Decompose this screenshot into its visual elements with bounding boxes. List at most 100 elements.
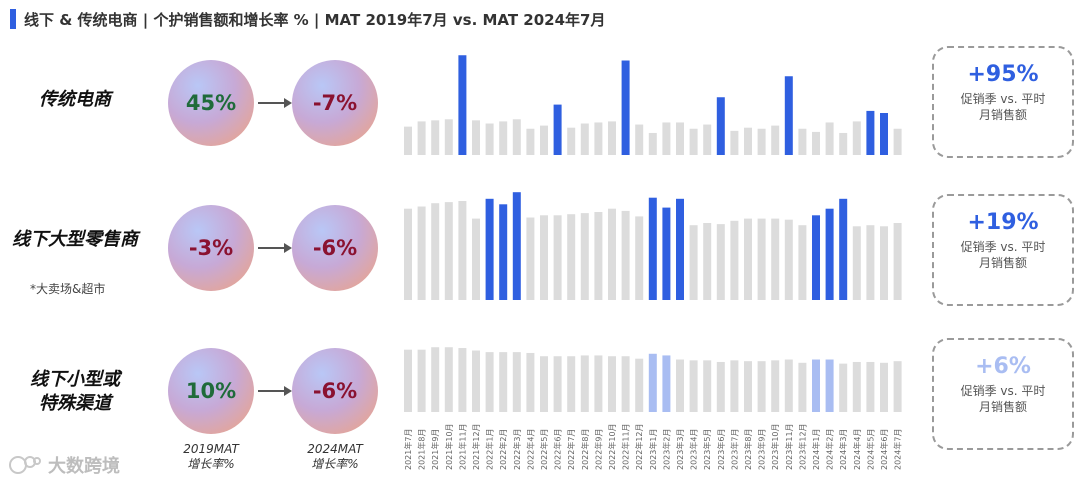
bar-series2-31 xyxy=(812,215,820,300)
bar-series1-27 xyxy=(757,128,766,155)
bar-series2-20 xyxy=(662,207,671,300)
growth-2024-bubble-traditional-ecommerce: -7% xyxy=(292,60,378,146)
bar-series2-24 xyxy=(716,224,725,300)
bar-series1-24 xyxy=(716,97,725,155)
x-tick-label: 2021年7月 xyxy=(403,429,413,470)
bar-series1-10 xyxy=(526,128,535,155)
x-tick-label: 2023年7月 xyxy=(729,429,739,470)
x-tick-label: 2022年1月 xyxy=(485,429,495,470)
bar-series3-34 xyxy=(852,361,861,412)
bar-series3-20 xyxy=(662,355,671,412)
x-tick-label: 2021年9月 xyxy=(430,429,440,470)
bar-series2-12 xyxy=(553,215,562,300)
bar-series1-15 xyxy=(594,122,603,155)
row-label-large-offline-retailer: 线下大型零售商 xyxy=(12,229,138,250)
callout-small-offline-channel: +6% 促销季 vs. 平时 月销售额 xyxy=(932,338,1074,450)
bar-series3-25 xyxy=(730,360,739,412)
bar-series3-18 xyxy=(635,358,644,412)
bar-series2-36 xyxy=(880,226,888,300)
bar-series2-4 xyxy=(444,202,453,300)
bar-series3-30 xyxy=(798,362,807,412)
bar-series3-26 xyxy=(744,361,752,412)
bar-series1-5 xyxy=(458,55,467,155)
x-tick-label: 2023年10月 xyxy=(770,423,780,470)
watermark-logo: 大数跨境 xyxy=(8,452,120,478)
bar-series2-18 xyxy=(635,216,644,300)
bar-series3-9 xyxy=(512,352,521,412)
x-tick-label: 2021年12月 xyxy=(471,423,481,470)
callout-desc: 促销季 vs. 平时 月销售额 xyxy=(960,92,1046,122)
page-title: 线下 & 传统电商 | 个护销售额和增长率 % | MAT 2019年7月 vs… xyxy=(24,10,606,29)
callout-large-offline-retailer: +19% 促销季 vs. 平时 月销售额 xyxy=(932,194,1074,306)
bar-series3-15 xyxy=(594,355,603,412)
bar-series1-34 xyxy=(852,121,861,155)
bar-series1-22 xyxy=(689,128,698,155)
callout-traditional-ecommerce: +95% 促销季 vs. 平时 月销售额 xyxy=(932,46,1074,158)
x-tick-label: 2023年6月 xyxy=(716,429,726,470)
bar-series3-1 xyxy=(404,349,412,412)
bar-series1-29 xyxy=(784,76,793,155)
bar-series1-19 xyxy=(648,132,657,155)
bar-series1-1 xyxy=(404,126,412,155)
row-note-hypermarket: *大卖场&超市 xyxy=(30,282,106,296)
x-tick-label: 2023年8月 xyxy=(743,429,753,470)
bar-series1-11 xyxy=(540,125,548,155)
bar-series3-7 xyxy=(485,352,494,412)
x-tick-label: 2023年9月 xyxy=(757,429,767,470)
title-accent-bar xyxy=(10,9,16,29)
bar-series1-4 xyxy=(444,119,453,155)
x-tick-label: 2023年1月 xyxy=(648,429,658,470)
bar-series2-19 xyxy=(648,197,657,300)
x-tick-label: 2024年6月 xyxy=(879,429,889,470)
x-tick-label: 2023年2月 xyxy=(661,429,671,470)
bar-series1-7 xyxy=(485,123,494,155)
x-tick-label: 2022年10月 xyxy=(607,423,617,470)
x-tick-label: 2022年11月 xyxy=(621,423,631,470)
bar-series2-14 xyxy=(580,213,589,300)
bar-series2-16 xyxy=(608,208,616,300)
bar-series2-32 xyxy=(825,208,834,300)
bar-series2-25 xyxy=(730,220,739,300)
bar-series2-11 xyxy=(540,215,548,300)
row-label-small-offline-channel: 线下小型或 特殊渠道 xyxy=(30,369,120,414)
bar-series1-21 xyxy=(676,122,684,155)
bar-series2-3 xyxy=(431,203,440,300)
x-tick-label: 2024年5月 xyxy=(865,429,875,470)
bar-series2-34 xyxy=(852,226,861,300)
bar-series1-16 xyxy=(608,121,616,155)
x-tick-label: 2022年3月 xyxy=(512,429,522,470)
x-tick-label: 2023年11月 xyxy=(784,423,794,470)
x-tick-label: 2022年2月 xyxy=(498,429,508,470)
x-tick-label: 2022年4月 xyxy=(525,429,535,470)
bar-series2-37 xyxy=(893,223,902,300)
growth-2019-bubble-small-offline-channel: 10% xyxy=(168,348,254,434)
callout-value: +95% xyxy=(967,62,1039,87)
bar-series3-31 xyxy=(812,359,820,412)
x-tick-label: 2024年7月 xyxy=(893,429,903,470)
arrow-icon xyxy=(258,243,292,253)
x-tick-label: 2023年3月 xyxy=(675,429,685,470)
bar-series1-23 xyxy=(703,124,712,155)
bar-series2-5 xyxy=(458,201,467,300)
bar-series2-2 xyxy=(417,206,426,300)
arrow-icon xyxy=(258,386,292,396)
bar-series1-12 xyxy=(553,104,562,155)
callout-value: +19% xyxy=(967,210,1039,235)
bar-series2-23 xyxy=(703,223,712,300)
x-tick-label: 2023年12月 xyxy=(797,423,807,470)
bar-series3-27 xyxy=(757,361,766,412)
bar-series1-25 xyxy=(730,130,739,155)
bar-series3-21 xyxy=(676,359,684,412)
bar-series2-27 xyxy=(757,218,766,300)
bar-series3-11 xyxy=(540,356,548,412)
bar-series1-2 xyxy=(417,121,426,155)
x-tick-label: 2022年9月 xyxy=(593,429,603,470)
bar-series3-2 xyxy=(417,349,426,412)
bar-series2-28 xyxy=(771,218,780,300)
bar-series2-10 xyxy=(526,217,535,300)
x-tick-label: 2023年5月 xyxy=(702,429,712,470)
bar-series3-5 xyxy=(458,348,467,412)
bar-series1-31 xyxy=(812,131,820,155)
x-tick-label: 2021年10月 xyxy=(444,423,454,470)
